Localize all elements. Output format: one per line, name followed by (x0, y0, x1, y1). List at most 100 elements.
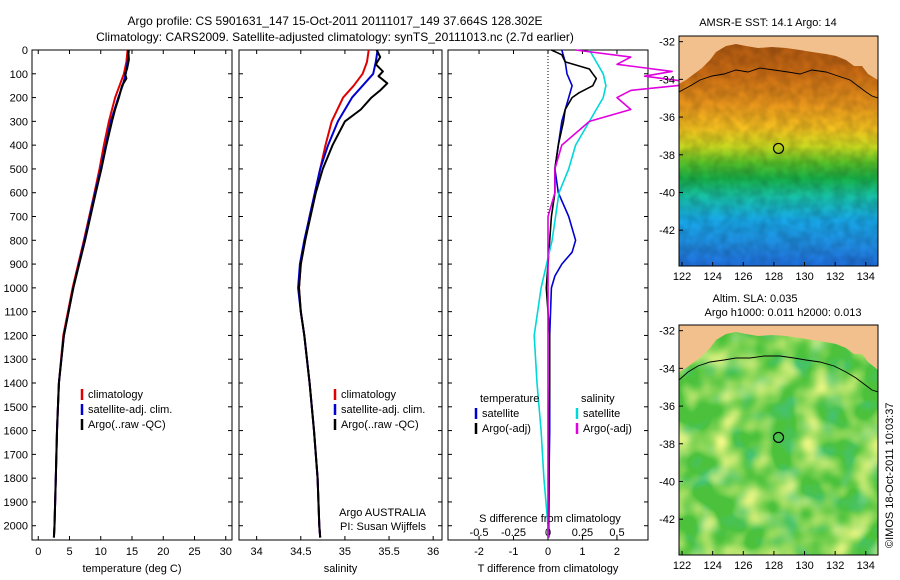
temperature-xtick-label: 20 (157, 546, 169, 558)
temperature-xtick-label: 0 (35, 546, 41, 558)
temperature-legend-entry: Argo(..raw -QC) (88, 419, 166, 431)
sst-map-lat-label: -32 (659, 37, 675, 49)
difference-xtick-label: 1 (579, 546, 585, 558)
salinity-diff-tick-label: 0.5 (609, 527, 624, 539)
depth-tick-label: 1700 (4, 449, 28, 461)
salinity-legend-entry: climatology (341, 389, 397, 401)
depth-tick-label: 100 (10, 69, 28, 81)
sst-map-lon-label: 132 (826, 271, 844, 283)
sst-map-lon-label: 128 (765, 271, 783, 283)
salinity-xlabel: salinity (324, 563, 358, 575)
map-panels: 122 124 126 128 130 132 134-32-34-36-38-40-421… (659, 35, 879, 572)
sst-map-lat-label: -40 (659, 187, 675, 199)
sla-map-lon-label: 122 (673, 560, 691, 572)
depth-tick-label: 600 (10, 188, 28, 200)
temperature-xtick-label: 5 (66, 546, 72, 558)
difference-series-2-line (533, 49, 607, 538)
temperature-plot-frame (31, 49, 233, 541)
depth-tick-label: 1100 (4, 307, 28, 319)
salinity-xtick-label: 34.5 (290, 546, 311, 558)
float-annotation: PI: Susan Wijffels (340, 521, 426, 533)
sla-map-lat-label: -32 (659, 326, 675, 338)
sst-map-lat-label: -42 (659, 225, 675, 237)
depth-tick-label: 200 (10, 93, 28, 105)
temperature-series-2-line (52, 49, 130, 538)
figure-title-line1: Argo profile: CS 5901631_147 15-Oct-2011… (128, 14, 543, 28)
sla-map-axes: 122 124 126 128 130 132 134 -32 -34 -36 -38 -40 -42 (659, 324, 879, 572)
depth-tick-label: 0 (22, 45, 28, 57)
sst-map-lon-label: 126 (734, 271, 752, 283)
difference-xtick-label: 2 (614, 546, 620, 558)
depth-tick-label: 900 (10, 259, 28, 271)
depth-tick-label: 300 (10, 116, 28, 128)
depth-tick-label: 1400 (4, 378, 28, 390)
sla-front-contour (679, 355, 878, 393)
salinity-xtick-label: 35 (339, 546, 351, 558)
difference-series-3-line (547, 49, 701, 538)
diff-legend-entry: satellite (583, 408, 620, 420)
sst-map-lat-label: -36 (659, 112, 675, 124)
diff-legend-title: temperature (480, 393, 539, 405)
sst-map-title: AMSR-E SST: 14.1 Argo: 14 (699, 17, 837, 29)
sla-map-lat-label: -40 (659, 476, 675, 488)
sla-map-subtitle: Argo h1000: 0.011 h2000: 0.013 (705, 307, 862, 319)
salinity-diff-tick-label: -0.25 (501, 527, 526, 539)
depth-tick-label: 700 (10, 212, 28, 224)
sla-map-lon-label: 132 (826, 560, 844, 572)
sst-map-lon-label: 130 (795, 271, 813, 283)
diff-legend-entry: satellite (482, 408, 519, 420)
diff-legend-entry: Argo(-adj) (482, 423, 531, 435)
sst-map-axes: 122 124 126 128 130 132 134 -32 -34 -36 -38 -40 -42 (659, 35, 879, 283)
sla-map-lon-label: 124 (703, 560, 721, 572)
sla-map-lat-label: -38 (659, 439, 675, 451)
float-annotation: Argo AUSTRALIA (339, 507, 426, 519)
depth-tick-label: 1200 (4, 330, 28, 342)
sla-map-lon-label: 130 (795, 560, 813, 572)
depth-tick-label: 1600 (4, 426, 28, 438)
temperature-xtick-label: 10 (95, 546, 107, 558)
temperature-legend-entry: satellite-adj. clim. (88, 404, 172, 416)
depth-tick-label: 800 (10, 235, 28, 247)
depth-tick-label: 400 (10, 140, 28, 152)
sla-map-lat-label: -34 (659, 363, 675, 375)
difference-xtick-label: -2 (474, 546, 484, 558)
panel-difference: -2 -1 0 1 2 T difference from climatology -0.5… (447, 49, 701, 575)
difference-xlabel: T difference from climatology (478, 563, 619, 575)
diff-legend-entry: Argo(-adj) (583, 423, 632, 435)
sla-map-lat-label: -42 (659, 514, 675, 526)
depth-tick-label: 1500 (4, 402, 28, 414)
temperature-xtick-label: 30 (220, 546, 232, 558)
difference-xtick-label: 0 (545, 546, 551, 558)
sla-map (679, 325, 878, 555)
panel-temperature: 0 5 10 15 20 25 300100200300400500600700800900… (4, 45, 233, 575)
salinity-series-2-line (298, 49, 389, 538)
sla-map-title: Altim. SLA: 0.035 (713, 293, 798, 305)
sst-map-lat-label: -34 (659, 74, 675, 86)
sla-map-lon-label: 126 (734, 560, 752, 572)
sst-map-lon-label: 122 (673, 271, 691, 283)
sst-front-contour (679, 67, 878, 99)
temperature-xtick-label: 25 (188, 546, 200, 558)
sst-map-argo-position-marker (772, 142, 785, 155)
depth-tick-label: 1900 (4, 497, 28, 509)
sla-map-lon-label: 128 (765, 560, 783, 572)
panel-salinity: 34 34.5 35 35.5 36 salinity climatology satelli… (238, 49, 443, 575)
imos-watermark: ©IMOS 18-Oct-2011 10:03:37 (884, 403, 896, 548)
figure-title-line2: Climatology: CARS2009. Satellite-adjuste… (96, 30, 574, 44)
sla-map-lon-label: 134 (857, 560, 875, 572)
difference-xtick-label: -1 (509, 546, 519, 558)
sst-map (679, 36, 878, 266)
sla-map-argo-position-marker (772, 431, 785, 444)
sst-map-frame (678, 35, 879, 267)
sla-map-frame (678, 324, 879, 556)
salinity-xtick-label: 35.5 (378, 546, 399, 558)
sla-land-australia (679, 325, 878, 372)
depth-tick-label: 2000 (4, 521, 28, 533)
salinity-diff-tick-label: -0.5 (470, 527, 489, 539)
sla-map-lat-label: -36 (659, 401, 675, 413)
depth-tick-label: 500 (10, 164, 28, 176)
temperature-xlabel: temperature (deg C) (82, 563, 181, 575)
salinity-plot-frame (238, 49, 443, 541)
depth-tick-label: 1800 (4, 473, 28, 485)
